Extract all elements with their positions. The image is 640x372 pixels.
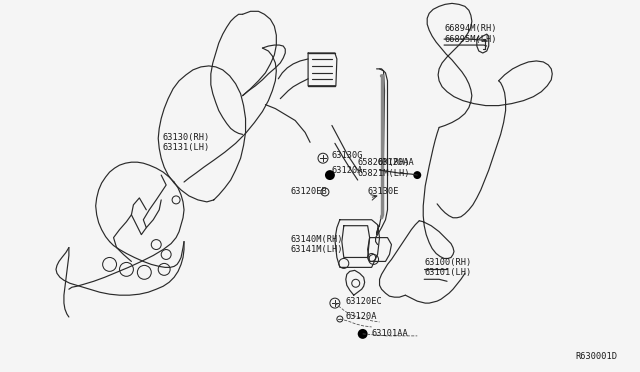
- Text: 63120A: 63120A: [346, 311, 378, 321]
- Text: 63120A: 63120A: [332, 166, 364, 174]
- Text: 63120EB: 63120EB: [290, 187, 327, 196]
- Text: 63101AA: 63101AA: [372, 329, 408, 339]
- Circle shape: [358, 329, 367, 339]
- Text: 63120EC: 63120EC: [346, 296, 383, 306]
- Circle shape: [413, 171, 421, 179]
- Text: 63130G: 63130G: [332, 151, 364, 160]
- Circle shape: [325, 170, 335, 180]
- Text: 63120AA: 63120AA: [378, 158, 414, 167]
- Text: 65820M(RH)
65821M(LH): 65820M(RH) 65821M(LH): [358, 158, 410, 178]
- Text: 63140M(RH)
63141M(LH): 63140M(RH) 63141M(LH): [290, 235, 343, 254]
- Text: 66894M(RH)
66895M(LH): 66894M(RH) 66895M(LH): [444, 25, 497, 44]
- Text: 63130E: 63130E: [367, 187, 399, 196]
- Text: 63100(RH)
63101(LH): 63100(RH) 63101(LH): [424, 258, 472, 277]
- Text: 63130(RH)
63131(LH): 63130(RH) 63131(LH): [163, 133, 210, 152]
- Text: R630001D: R630001D: [576, 352, 618, 361]
